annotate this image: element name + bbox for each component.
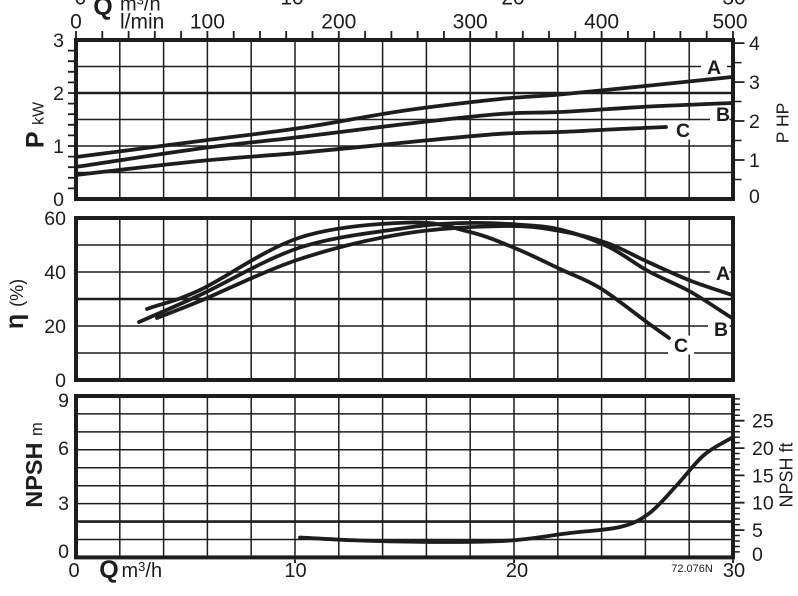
svg-text:60: 60 [44,208,66,230]
svg-text:P HP: P HP [773,103,793,144]
svg-text:40: 40 [44,262,66,284]
svg-text:2: 2 [749,111,760,133]
svg-text:0: 0 [53,189,64,211]
svg-text:0: 0 [68,560,79,582]
svg-text:300: 300 [453,11,488,34]
svg-text:P kW: P kW [22,101,50,148]
svg-text:20: 20 [501,0,524,10]
svg-text:l/min: l/min [120,11,164,34]
svg-text:C: C [676,120,690,142]
svg-text:4: 4 [749,33,760,55]
svg-text:30: 30 [722,0,745,10]
svg-text:20: 20 [506,560,528,582]
svg-text:400: 400 [584,11,619,34]
svg-text:15: 15 [752,465,774,487]
svg-text:NPSH ft: NPSH ft [777,442,797,507]
svg-text:NPSH m: NPSH m [21,422,47,508]
svg-text:3: 3 [53,30,64,52]
svg-text:10: 10 [280,0,303,10]
svg-text:1: 1 [749,150,760,172]
svg-text:η (%): η (%) [1,279,29,329]
svg-text:200: 200 [321,11,356,34]
svg-text:5: 5 [752,520,763,542]
svg-text:20: 20 [752,438,774,460]
svg-text:6: 6 [58,438,69,460]
svg-text:30: 30 [723,560,745,582]
svg-text:Q: Q [99,556,118,584]
svg-text:0: 0 [75,0,87,10]
svg-text:500: 500 [712,11,747,34]
svg-text:1: 1 [53,136,64,158]
svg-text:10: 10 [752,493,774,515]
svg-text:9: 9 [58,390,69,412]
svg-text:0: 0 [70,11,82,34]
svg-text:B: B [716,104,730,126]
svg-text:0: 0 [58,541,69,563]
svg-text:100: 100 [190,11,225,34]
svg-text:3: 3 [58,493,69,515]
svg-text:B: B [714,319,728,341]
svg-text:3: 3 [749,72,760,94]
svg-text:A: A [707,57,721,79]
svg-text:20: 20 [44,316,66,338]
svg-text:0: 0 [752,544,763,566]
svg-text:A: A [716,263,730,285]
svg-text:72.076N: 72.076N [671,563,713,575]
svg-text:0: 0 [749,186,760,208]
svg-text:m3/h: m3/h [122,559,163,582]
svg-text:0: 0 [55,370,66,392]
svg-text:25: 25 [752,411,774,433]
svg-text:Q: Q [93,0,112,21]
svg-text:C: C [674,335,688,357]
svg-text:2: 2 [53,83,64,105]
svg-text:10: 10 [284,560,306,582]
